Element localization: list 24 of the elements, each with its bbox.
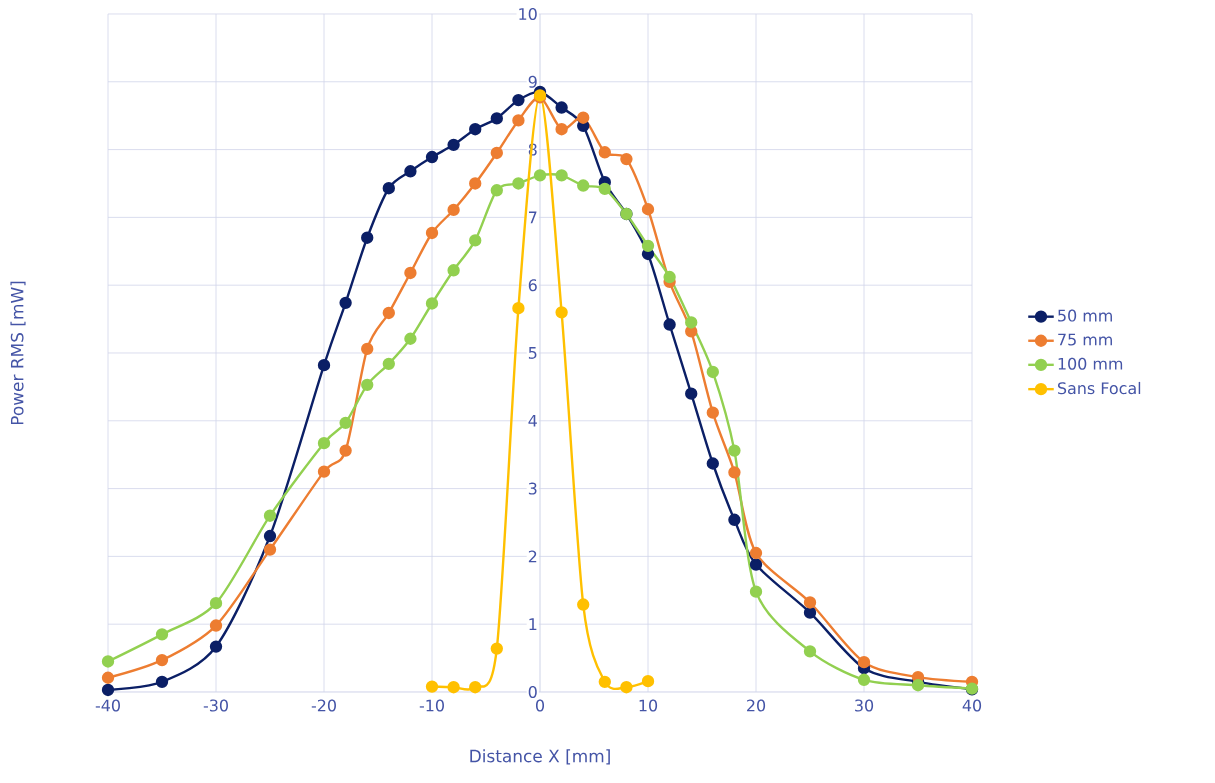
y-tick-label: 5	[528, 347, 537, 359]
legend-label: 75 mm	[1058, 333, 1112, 346]
y-tick-label: 0	[528, 685, 537, 699]
y-tick-label: 10	[519, 7, 537, 20]
legend-label: 100 mm	[1058, 357, 1123, 370]
y-tick-label: 1	[529, 618, 537, 630]
legend-label: Sans Focal	[1057, 381, 1141, 395]
x-tick-label: -30	[203, 699, 228, 712]
y-tick-label: 9	[528, 75, 537, 88]
x-tick-label: 30	[855, 699, 874, 712]
y-axis-title: Power RMS [mW]	[10, 281, 26, 425]
x-axis-title: Distance X [mm]	[470, 749, 610, 765]
x-tick-label: -20	[311, 699, 336, 712]
x-tick-label: 10	[639, 699, 658, 712]
y-tick-label: 6	[528, 279, 537, 292]
x-tick-label: 40	[962, 699, 982, 712]
y-tick-label: 2	[528, 550, 537, 563]
y-tick-label: 4	[528, 414, 537, 427]
x-tick-label: 20	[747, 699, 766, 712]
y-tick-label: 3	[528, 482, 537, 495]
x-tick-label: -40	[95, 699, 120, 712]
x-tick-label: -10	[419, 699, 444, 712]
legend-label: 50 mm	[1058, 309, 1112, 322]
y-tick-label: 7	[528, 211, 537, 224]
